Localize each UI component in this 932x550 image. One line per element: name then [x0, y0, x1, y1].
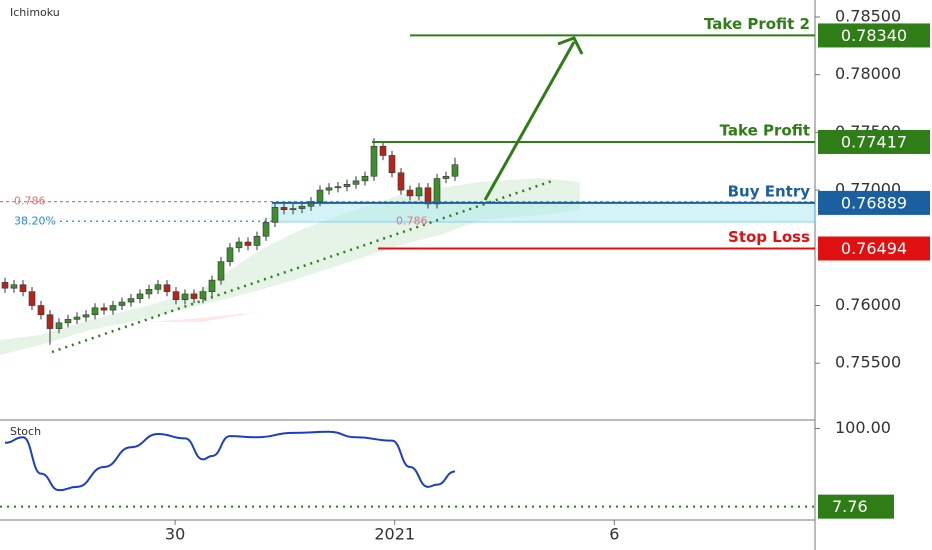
candle-body — [109, 305, 117, 311]
x-tick-label: 30 — [165, 525, 185, 544]
fib-label: 0.786 — [14, 195, 46, 208]
candle-body — [379, 145, 387, 156]
candle-body — [172, 291, 180, 301]
candle-body — [1, 282, 9, 289]
candle-body — [343, 184, 351, 187]
indicator-title: Ichimoku — [10, 6, 60, 19]
candle-body — [415, 187, 423, 197]
candle-body — [442, 175, 450, 179]
x-tick-label: 2021 — [374, 525, 415, 544]
candle-body — [280, 207, 288, 211]
stoch-tag-label: 7.76 — [832, 497, 868, 516]
level-name: Take Profit 2 — [704, 15, 810, 33]
stoch-y-tick-label: 100.00 — [835, 418, 891, 437]
buy-zone — [271, 202, 816, 223]
stoch-title: Stoch — [10, 425, 41, 438]
price-tag-label: 0.78340 — [841, 26, 907, 45]
arrow-head — [557, 36, 584, 55]
fib-label: 38.20% — [14, 214, 56, 227]
candle-body — [73, 316, 81, 320]
projection-arrow — [483, 41, 576, 201]
candle-body — [397, 172, 405, 191]
candle-body — [235, 241, 243, 249]
candle-body — [217, 261, 225, 281]
candle-body — [145, 289, 153, 295]
price-tag-label: 0.77417 — [841, 132, 907, 151]
candle-body — [100, 307, 108, 311]
fib-annotation: 0.786 — [396, 214, 428, 227]
candle-body — [163, 284, 171, 292]
candle-body — [181, 293, 189, 301]
candle-body — [226, 247, 234, 262]
level-name: Take Profit — [720, 121, 810, 139]
candle-body — [19, 284, 27, 292]
candle-body — [298, 205, 306, 209]
candle-body — [118, 301, 126, 306]
candle-body — [352, 180, 360, 185]
candle-body — [127, 298, 135, 303]
stoch-tag — [818, 494, 894, 519]
candle-body — [325, 187, 333, 191]
candle-body — [136, 293, 144, 299]
y-tick-label: 0.75500 — [835, 353, 901, 372]
candle-body — [154, 284, 162, 290]
ichimoku-cloud-bear — [150, 312, 260, 322]
candle-body — [10, 284, 18, 289]
level-name: Stop Loss — [728, 228, 810, 246]
candle-body — [253, 235, 261, 246]
candle-body — [334, 186, 342, 189]
candle-body — [91, 307, 99, 316]
candle-body — [28, 291, 36, 306]
candle-body — [451, 164, 459, 177]
candle-body — [82, 314, 90, 318]
candle-body — [406, 189, 414, 197]
candle-body — [199, 291, 207, 299]
y-tick-label: 0.78500 — [835, 6, 901, 25]
x-tick-label: 6 — [609, 525, 619, 544]
candle-body — [244, 241, 252, 246]
price-tag-label: 0.76494 — [841, 239, 907, 258]
price-tag — [818, 23, 930, 48]
candle-body — [262, 222, 270, 237]
candle-body — [64, 319, 72, 324]
stoch-line — [4, 430, 456, 492]
candle-body — [361, 175, 369, 182]
candle-body — [424, 187, 432, 205]
candle-body — [37, 305, 45, 316]
price-tag-label: 0.76889 — [841, 193, 907, 212]
candle-body — [433, 178, 441, 205]
y-tick-label: 0.76000 — [835, 295, 901, 314]
candle-body — [55, 322, 63, 329]
candle-body — [271, 207, 279, 223]
candle-body — [190, 293, 198, 299]
candle-body — [208, 279, 216, 292]
candle-body — [307, 201, 315, 207]
candle-body — [388, 155, 396, 174]
y-tick-label: 0.78000 — [835, 64, 901, 83]
price-tag — [818, 236, 930, 261]
price-tag — [818, 190, 930, 215]
candle-body — [46, 314, 54, 329]
candle-body — [289, 208, 297, 211]
level-name: Buy Entry — [728, 182, 811, 200]
price-tag — [818, 129, 930, 154]
candle-body — [370, 145, 378, 177]
candle-body — [316, 189, 324, 202]
